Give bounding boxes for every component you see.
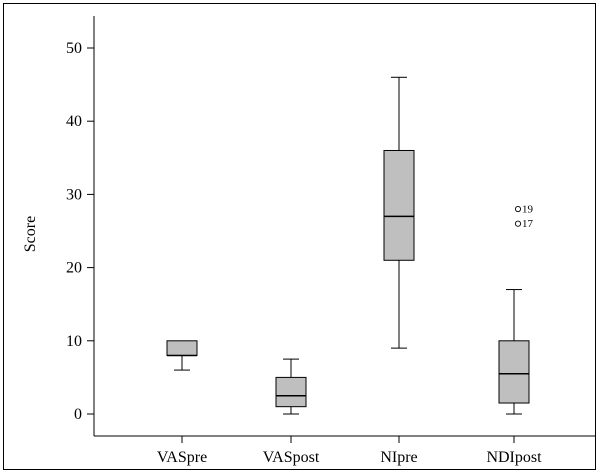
y-tick-label: 0 bbox=[74, 406, 82, 423]
outlier-point bbox=[514, 205, 522, 213]
box-VASpre bbox=[166, 340, 198, 371]
iqr-box bbox=[166, 340, 198, 356]
y-tick-label: 50 bbox=[66, 40, 82, 57]
box-NIpre bbox=[383, 76, 415, 349]
y-tick-label: 20 bbox=[66, 260, 82, 277]
y-tick-label: 10 bbox=[66, 333, 82, 350]
x-tick-label: NDIpost bbox=[486, 449, 542, 466]
x-tick-label: VASpost bbox=[263, 449, 320, 466]
axes: 0 10 20 30 40 50 VASpre VASpost NIpre NDIpost bbox=[66, 16, 596, 466]
chart-frame: 0 10 20 30 40 50 VASpre VASpost NIpre NDIpost 19 1… bbox=[3, 3, 596, 470]
box-VASpost bbox=[275, 358, 307, 415]
outlier-point bbox=[514, 220, 522, 227]
iqr-box bbox=[275, 376, 307, 408]
x-tick-label: VASpre bbox=[157, 449, 207, 466]
iqr-box bbox=[498, 340, 530, 404]
y-tick-label: 40 bbox=[66, 113, 82, 130]
outlier-label: 19 bbox=[522, 204, 534, 216]
y-axis-title: Score bbox=[22, 216, 39, 252]
x-tick-label: NIpre bbox=[380, 449, 417, 466]
iqr-box bbox=[383, 149, 415, 261]
y-tick-label: 30 bbox=[66, 186, 82, 203]
outlier-label: 17 bbox=[522, 218, 534, 230]
